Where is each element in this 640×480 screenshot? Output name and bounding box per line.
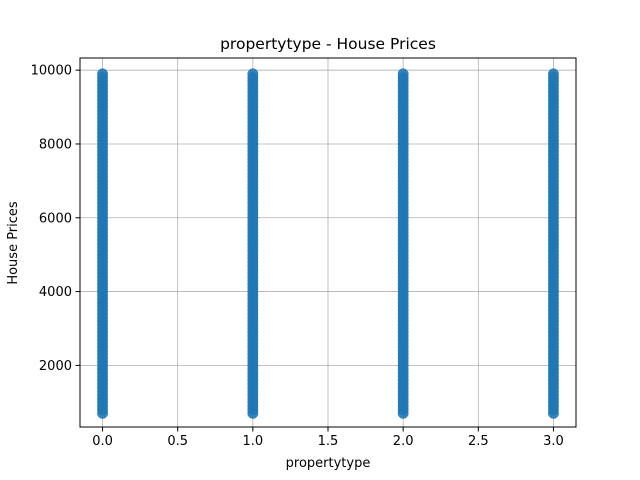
y-tick-label: 8000: [39, 137, 72, 152]
x-tick-label: 1.0: [243, 434, 264, 449]
chart-title: propertytype - House Prices: [220, 35, 436, 53]
x-axis-label: propertytype: [286, 456, 371, 471]
x-tick-label: 3.0: [543, 434, 564, 449]
y-axis-label: House Prices: [6, 201, 21, 285]
x-tick-label: 2.0: [393, 434, 414, 449]
scatter-point: [97, 68, 108, 80]
y-tick-label: 10000: [31, 64, 72, 79]
y-tick-label: 4000: [39, 285, 72, 300]
x-tick-label: 0.0: [92, 434, 113, 449]
y-tick-label: 6000: [39, 211, 72, 226]
x-tick-label: 2.5: [468, 434, 489, 449]
y-axis-ticks: 2000 4000 6000 8000 10000: [31, 64, 80, 374]
x-axis-ticks: 0.0 0.5 1.0 1.5 2.0 2.5 3.0: [92, 427, 564, 449]
x-tick-label: 0.5: [167, 434, 188, 449]
y-tick-label: 2000: [39, 359, 72, 374]
scatter-point: [548, 68, 559, 80]
scatter-point: [397, 68, 409, 80]
x-tick-label: 1.5: [318, 434, 339, 449]
scatter-points: [97, 68, 559, 419]
scatter-point: [247, 68, 259, 80]
